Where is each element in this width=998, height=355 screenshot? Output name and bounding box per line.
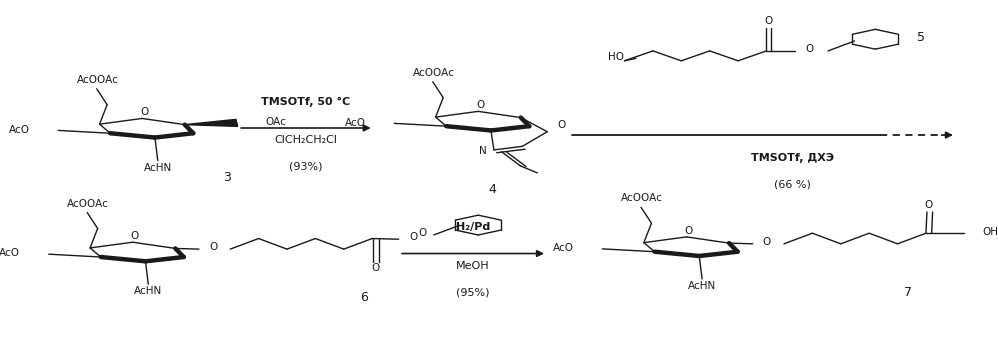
Text: AcO: AcO (344, 118, 366, 128)
Text: O: O (764, 16, 772, 26)
Text: O: O (558, 120, 566, 130)
Text: AcO: AcO (0, 248, 20, 258)
Text: O: O (805, 44, 813, 54)
Text: O: O (762, 237, 771, 247)
Text: (93%): (93%) (289, 162, 322, 172)
Text: AcHN: AcHN (144, 163, 172, 173)
Text: (66 %): (66 %) (774, 180, 811, 190)
Text: (95%): (95%) (456, 288, 490, 297)
Text: AcHN: AcHN (688, 281, 717, 291)
Text: OAc: OAc (265, 117, 286, 127)
Text: O: O (685, 225, 693, 235)
Text: AcOOAc: AcOOAc (621, 193, 663, 203)
Text: AcOOAc: AcOOAc (67, 199, 109, 209)
Text: H₂/Pd: H₂/Pd (456, 222, 490, 232)
Text: O: O (209, 242, 218, 252)
Text: AcO: AcO (553, 243, 574, 253)
Text: 4: 4 (488, 184, 496, 196)
Text: N: N (479, 146, 486, 156)
Text: ClCH₂CH₂Cl: ClCH₂CH₂Cl (274, 135, 337, 145)
Text: AcHN: AcHN (134, 286, 163, 296)
Text: O: O (925, 200, 933, 210)
Text: O: O (140, 107, 148, 117)
Polygon shape (185, 119, 238, 126)
Text: OH: OH (983, 227, 998, 237)
Text: O: O (418, 228, 426, 238)
Text: 3: 3 (223, 171, 231, 184)
Text: O: O (476, 100, 484, 110)
Text: AcO: AcO (9, 125, 30, 135)
Text: HO: HO (609, 52, 625, 62)
Text: O: O (372, 262, 380, 273)
Text: O: O (410, 232, 418, 242)
Text: MeOH: MeOH (456, 261, 490, 271)
Text: AcOOAc: AcOOAc (413, 68, 455, 78)
Text: TMSOTf, 50 °C: TMSOTf, 50 °C (261, 97, 350, 106)
Text: 5: 5 (917, 31, 925, 44)
Text: TMSOTf, ДХЭ: TMSOTf, ДХЭ (751, 153, 834, 163)
Text: AcOOAc: AcOOAc (77, 75, 119, 85)
Text: O: O (131, 231, 139, 241)
Text: 6: 6 (360, 291, 368, 304)
Text: 7: 7 (904, 286, 912, 299)
